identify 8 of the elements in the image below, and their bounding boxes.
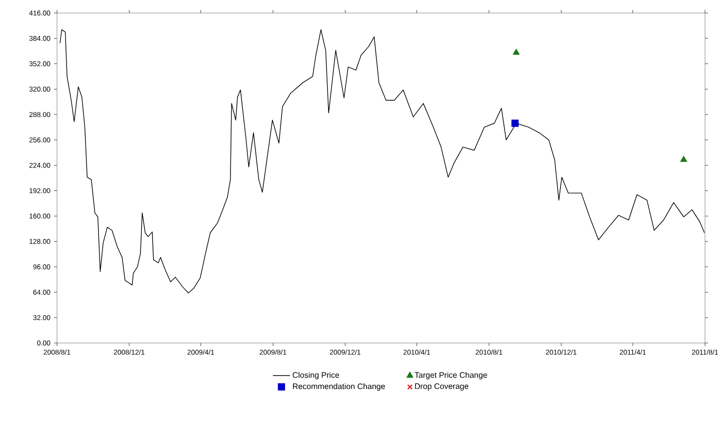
point: [680, 156, 687, 162]
point: [513, 49, 520, 55]
point: [511, 120, 519, 127]
legend-label: Target Price Change: [414, 372, 488, 380]
line-series: [60, 29, 705, 294]
legend-label: Drop Coverage: [415, 383, 468, 391]
legend-label: Closing Price: [292, 372, 340, 380]
legend-label: Recommendation Change: [293, 383, 385, 391]
